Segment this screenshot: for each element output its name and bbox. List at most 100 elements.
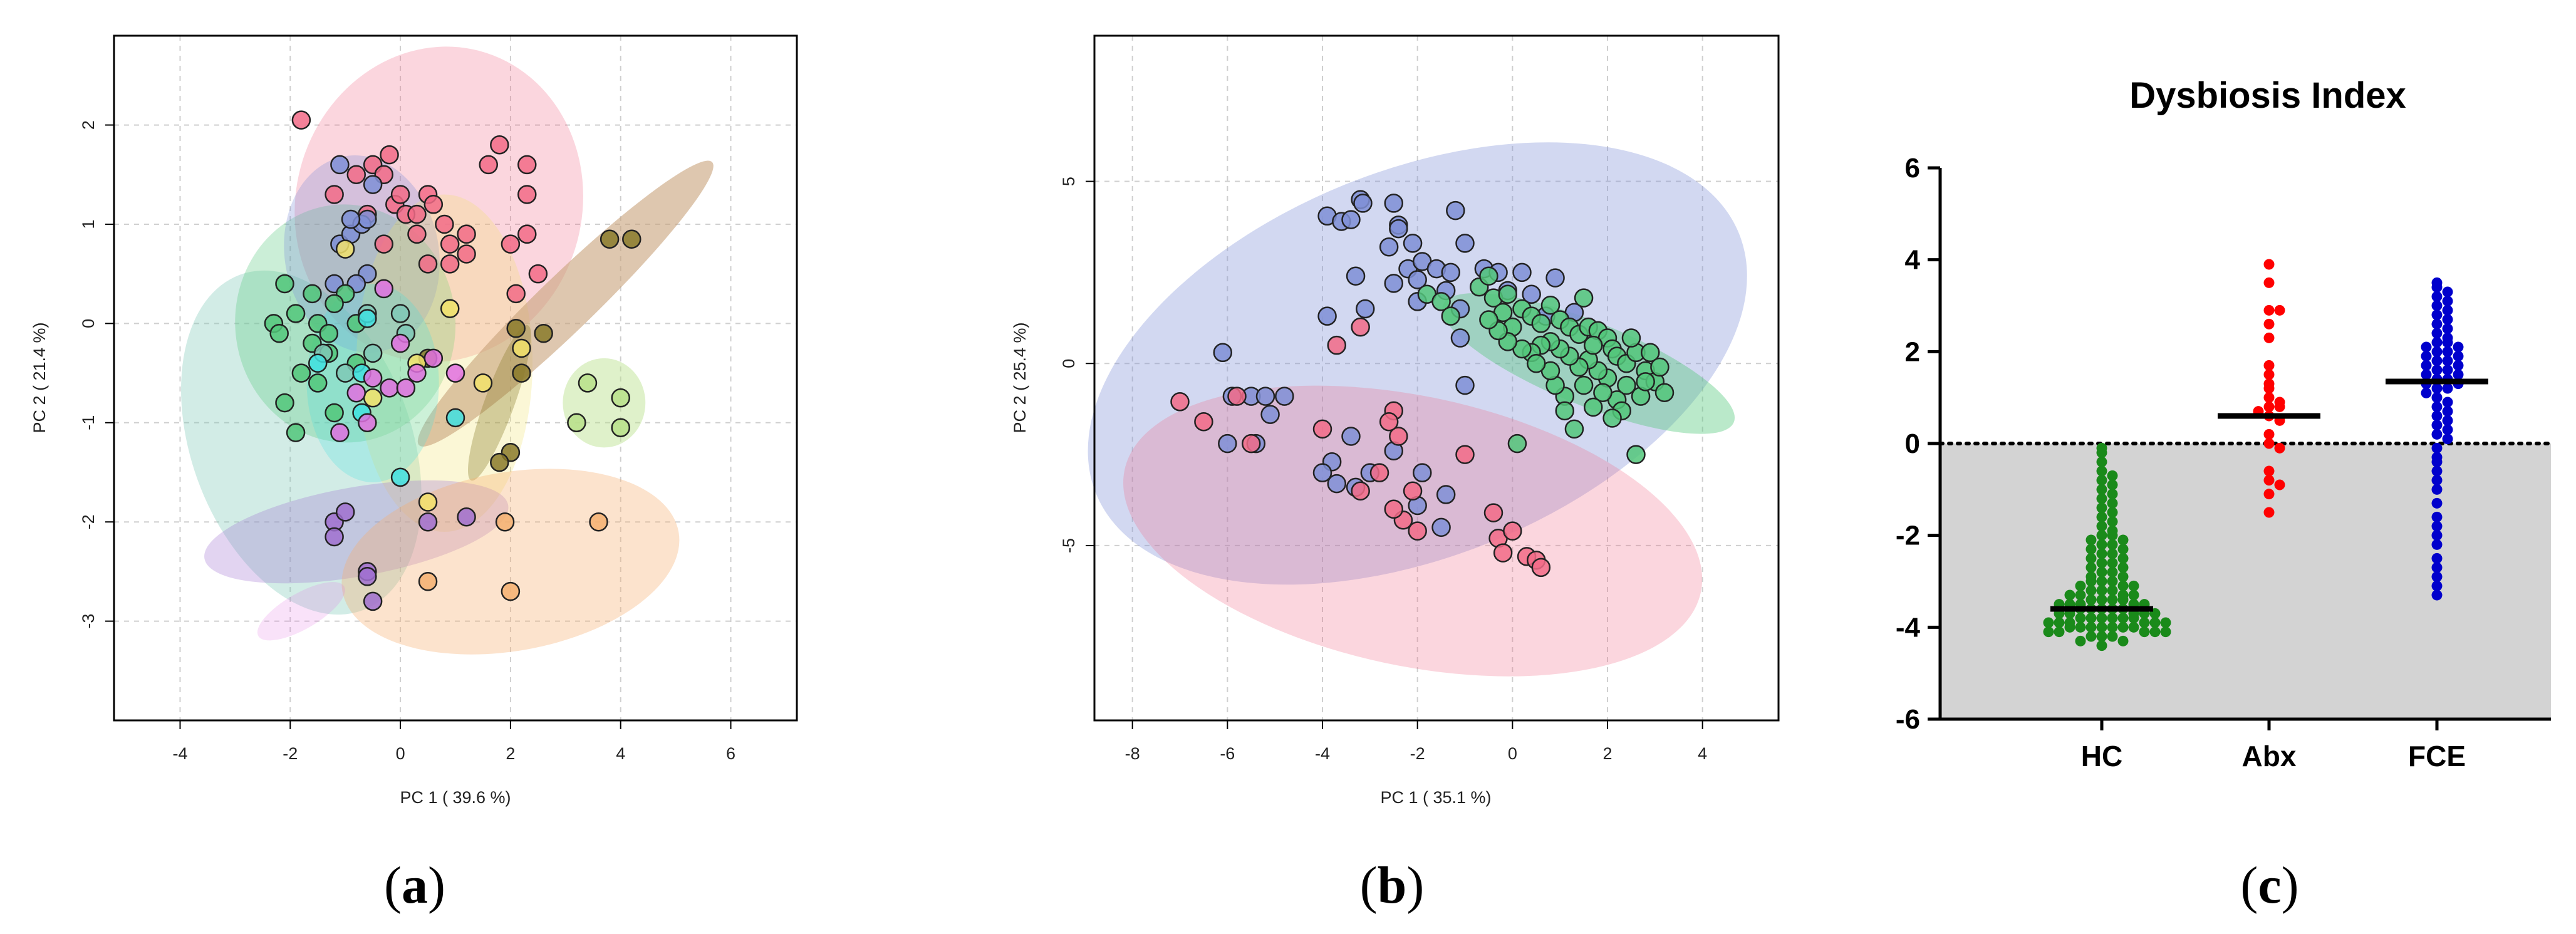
x-tick-label: -4: [172, 744, 187, 763]
data-point-FCE: [2442, 433, 2453, 445]
data-point-HC: [2107, 507, 2118, 518]
data-point-pink: [1327, 335, 1346, 355]
y-tick-label: 2: [1905, 336, 1920, 367]
y-tick-label: 0: [1905, 428, 1920, 459]
data-point-blue: [1341, 210, 1361, 229]
data-point-HC: [2096, 539, 2107, 550]
data-point-HC: [2117, 553, 2129, 564]
confidence-ellipse: [356, 194, 533, 532]
data-point-HC: [2107, 470, 2118, 481]
data-point-pink: [380, 145, 399, 165]
data-point-green: [1479, 310, 1498, 329]
data-point-magenta: [363, 368, 383, 388]
data-point-cyan: [308, 353, 328, 373]
y-tick-label: 6: [1905, 153, 1920, 184]
data-point-blue: [1512, 262, 1532, 283]
data-point-HC: [2107, 594, 2118, 605]
data-point-green: [325, 294, 344, 313]
data-point-pink: [517, 155, 537, 175]
data-point-FCE: [2453, 360, 2464, 371]
data-point-pink: [528, 264, 548, 284]
data-point-green: [1479, 266, 1498, 286]
data-point-green: [269, 323, 289, 343]
data-point-olive: [600, 229, 620, 249]
data-point-blue: [1455, 375, 1475, 395]
data-point-FCE: [2431, 497, 2443, 509]
x-tick-label: 4: [1698, 744, 1707, 763]
data-point-blue: [1218, 433, 1237, 454]
data-point-FCE: [2421, 351, 2432, 362]
confidence-ellipse: [257, 582, 345, 641]
data-point-HC: [2085, 585, 2097, 596]
confidence-ellipse: [468, 324, 531, 481]
data-point-FCE: [2431, 456, 2443, 467]
data-point-green: [1584, 397, 1603, 417]
data-point-magenta: [380, 378, 399, 398]
x-tick-label: 2: [1602, 744, 1612, 763]
data-point-HC: [2075, 580, 2086, 591]
data-point-blue: [1384, 274, 1403, 293]
x-tick-label: -2: [1410, 744, 1425, 763]
data-point-HC: [2085, 562, 2097, 573]
data-point-green: [303, 284, 322, 304]
data-point-HC: [2054, 617, 2065, 628]
data-point-FCE: [2431, 328, 2443, 339]
data-point-blue: [1403, 234, 1423, 253]
data-point-FCE: [2453, 341, 2464, 353]
data-point-FCE: [2442, 314, 2453, 325]
data-point-HC: [2096, 447, 2107, 459]
data-point-pink: [457, 224, 476, 244]
data-point-HC: [2117, 544, 2129, 555]
data-point-pink: [517, 224, 537, 244]
data-point-green: [275, 274, 294, 294]
data-point-pink: [440, 234, 460, 254]
data-point-cyan: [445, 408, 465, 428]
data-point-HC: [2107, 479, 2118, 490]
y-tick-label: -2: [79, 514, 98, 529]
data-point-FCE: [2431, 355, 2443, 366]
data-point-purple: [325, 527, 344, 547]
pca-plot-a: -4 -2 0 2 4 6 2 1 0 -1 -2 -3 PC 1 ( 39.6 %) PC 2 (…: [30, 34, 798, 807]
data-point-blue: [1389, 219, 1408, 239]
data-point-FCE: [2442, 415, 2453, 426]
data-point-FCE: [2442, 304, 2453, 316]
data-point-magenta: [445, 363, 465, 383]
data-point-Abx: [2274, 304, 2285, 316]
data-point-HC: [2096, 576, 2107, 587]
data-point-blue: [1431, 517, 1451, 537]
data-point-HC: [2096, 475, 2107, 486]
data-point-HC: [2096, 511, 2107, 522]
data-point-HC: [2043, 626, 2054, 638]
data-point-blue: [1260, 405, 1280, 424]
data-point-FCE: [2431, 365, 2443, 376]
data-point-blue: [1455, 234, 1475, 253]
data-point-FCE: [2431, 291, 2443, 302]
data-point-FCE: [2431, 521, 2443, 532]
data-point-Abx: [2263, 369, 2275, 380]
data-point-green: [1641, 343, 1660, 363]
data-point-FCE: [2431, 580, 2443, 591]
data-point-HC: [2064, 589, 2075, 601]
data-point-green: [325, 403, 344, 423]
data-point-magenta: [396, 378, 416, 398]
data-point-FCE: [2442, 355, 2453, 366]
data-point-blue: [1275, 387, 1294, 406]
data-point-purple: [335, 502, 355, 522]
data-point-pink: [407, 204, 427, 224]
data-point-Abx: [2263, 392, 2275, 403]
data-point-green: [275, 393, 294, 413]
data-point-blue: [1312, 463, 1332, 482]
data-point-magenta: [330, 423, 350, 442]
data-point-Abx: [2263, 318, 2275, 329]
data-point-Abx: [2263, 475, 2275, 486]
data-point-blue: [1255, 387, 1275, 406]
data-point-FCE: [2442, 397, 2453, 408]
data-point-Abx: [2274, 401, 2285, 412]
data-point-HC: [2075, 613, 2086, 624]
data-point-cyan: [390, 467, 410, 487]
x-tick-label: 2: [506, 744, 515, 763]
data-point-FCE: [2431, 383, 2443, 394]
data-point-HC: [2096, 585, 2107, 596]
y-tick-label: 0: [79, 319, 98, 328]
y-axis-label: PC 2 ( 25.4 %): [1010, 322, 1029, 433]
